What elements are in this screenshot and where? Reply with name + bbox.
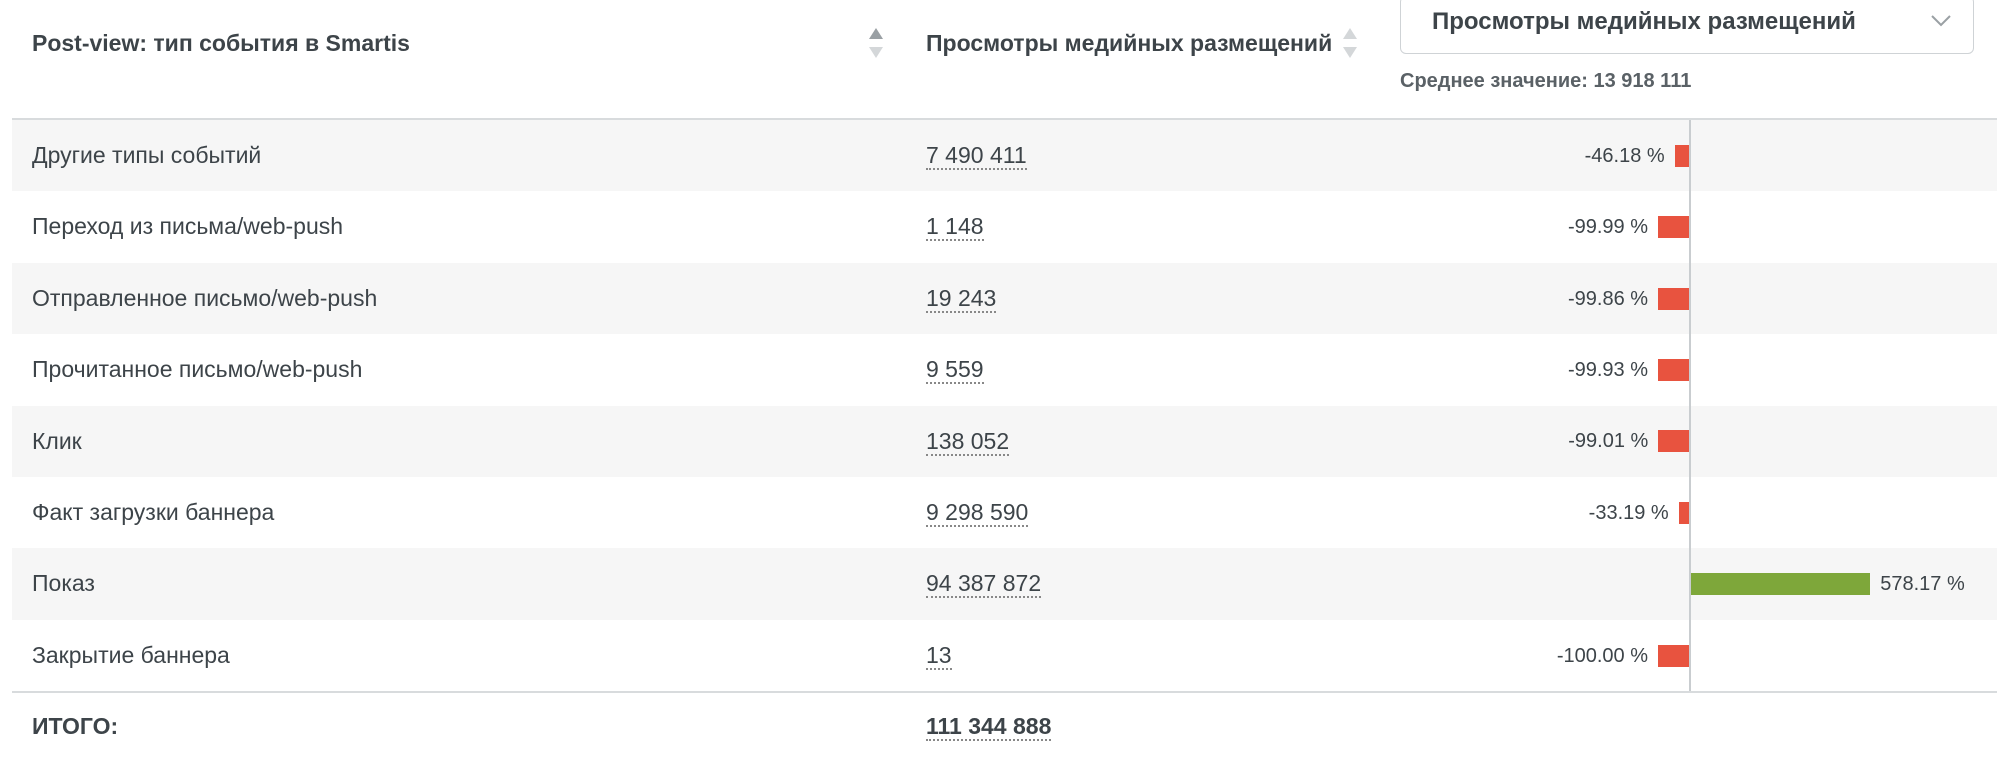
value-cell: 94 387 872 bbox=[926, 548, 1042, 619]
value-link[interactable]: 13 bbox=[926, 641, 952, 670]
deviation-label: -99.86 % bbox=[1567, 287, 1649, 310]
value-cell: 13 bbox=[926, 620, 952, 691]
axis-line bbox=[1689, 619, 1691, 692]
row-label: Переход из письма/web-push bbox=[32, 213, 344, 240]
axis-line bbox=[1689, 191, 1691, 263]
value-cell: 19 243 bbox=[926, 263, 997, 334]
row-label: Прочитанное письмо/web-push bbox=[32, 356, 363, 383]
row-label: Другие типы событий bbox=[32, 142, 262, 168]
deviation-bar bbox=[1678, 501, 1689, 524]
axis-line bbox=[1689, 405, 1691, 477]
deviation-bar bbox=[1658, 216, 1689, 239]
deviation-bar bbox=[1658, 287, 1689, 310]
axis-line bbox=[1689, 548, 1691, 620]
axis-line bbox=[1689, 262, 1691, 335]
dropdown-arrow bbox=[1931, 15, 1951, 27]
axis-line bbox=[1689, 334, 1691, 406]
average-text: Среднее значение: 13 918 111 bbox=[1400, 70, 1692, 92]
row-label: Факт загрузки баннера bbox=[32, 499, 275, 525]
value-link[interactable]: 94 387 872 bbox=[926, 570, 1042, 599]
axis-line bbox=[1689, 120, 1691, 192]
sort-icon[interactable] bbox=[869, 28, 883, 58]
dropdown[interactable]: Просмотры медийных размещений bbox=[1400, 0, 1974, 54]
deviation-bar bbox=[1658, 430, 1689, 453]
value-link[interactable]: 9 298 590 bbox=[926, 499, 1029, 527]
value-cell: 138 052 bbox=[926, 406, 1010, 477]
total-divider bbox=[12, 691, 1997, 694]
row-background bbox=[12, 619, 1997, 692]
deviation-bar bbox=[1690, 573, 1870, 596]
deviation-label: -99.99 % bbox=[1567, 216, 1649, 239]
row-label: Показ bbox=[32, 570, 95, 597]
row-background bbox=[12, 477, 1997, 549]
deviation-label: -99.93 % bbox=[1567, 358, 1649, 381]
dropdown-label: Просмотры медийных размещений bbox=[1432, 8, 1856, 35]
value-cell: 9 298 590 bbox=[926, 477, 1029, 548]
value-cell: 7 490 411 bbox=[926, 120, 1027, 191]
header-divider bbox=[12, 118, 1997, 120]
deviation-bar bbox=[1658, 358, 1689, 381]
deviation-bar bbox=[1674, 144, 1689, 167]
total-label: ИТОГО: bbox=[32, 713, 119, 740]
deviation-label: -46.18 % bbox=[1584, 144, 1665, 167]
value-link[interactable]: 19 243 bbox=[926, 284, 997, 313]
value-cell: 9 559 bbox=[926, 334, 984, 405]
deviation-label: -33.19 % bbox=[1588, 501, 1669, 524]
column-header: Просмотры медийных размещений bbox=[926, 30, 1333, 56]
row-label: Клик bbox=[32, 427, 82, 454]
sort-icon[interactable] bbox=[1343, 28, 1357, 58]
deviation-label: 578.17 % bbox=[1880, 573, 1965, 596]
deviation-bar bbox=[1658, 644, 1689, 667]
row-label: Закрытие баннера bbox=[32, 641, 230, 668]
value-link[interactable]: 7 490 411 bbox=[926, 142, 1027, 170]
total-value[interactable]: 111 344 888 bbox=[926, 713, 1052, 742]
column-header: Post-view: тип события в Smartis bbox=[32, 30, 410, 56]
value-link[interactable]: 138 052 bbox=[926, 427, 1010, 456]
row-label: Отправленное письмо/web-push bbox=[32, 284, 378, 311]
value-cell: 1 148 bbox=[926, 191, 984, 262]
row-background bbox=[12, 548, 1997, 620]
axis-line bbox=[1689, 477, 1691, 549]
row-background bbox=[12, 120, 1997, 192]
value-link[interactable]: 1 148 bbox=[926, 213, 984, 242]
deviation-label: -99.01 % bbox=[1568, 430, 1649, 453]
total-cell: 111 344 888 bbox=[926, 693, 1052, 759]
value-link[interactable]: 9 559 bbox=[926, 356, 984, 385]
deviation-label: -100.00 % bbox=[1556, 644, 1648, 667]
